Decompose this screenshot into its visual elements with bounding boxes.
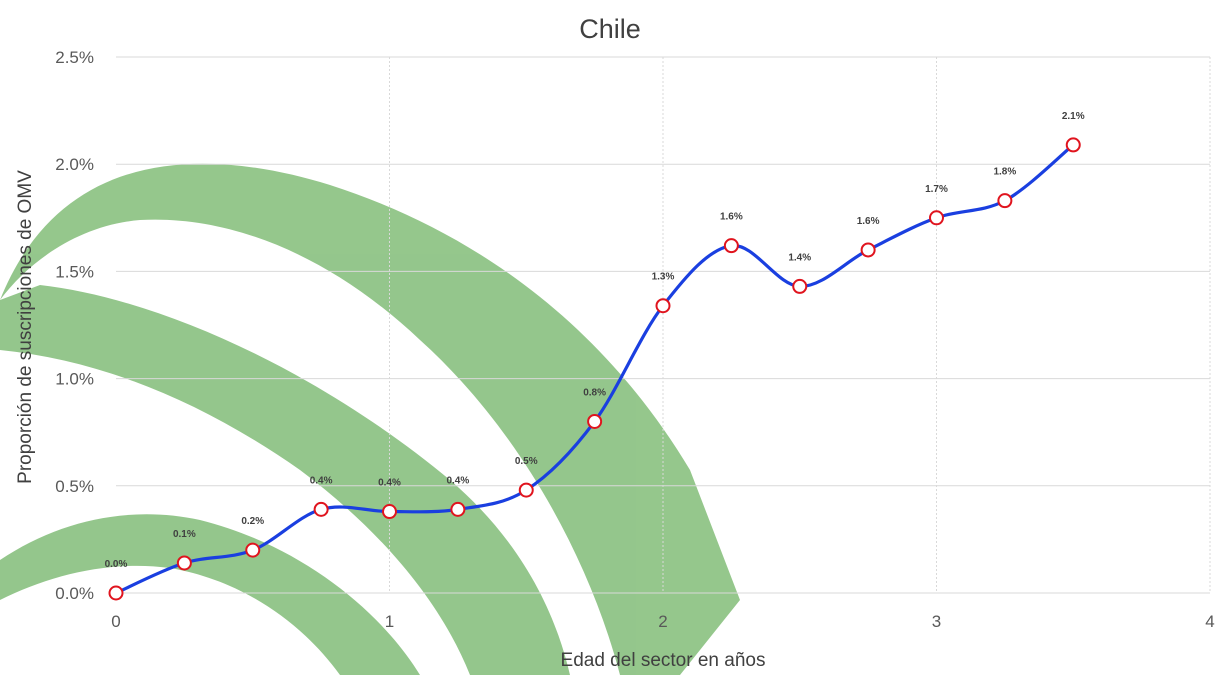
x-tick-label: 2 <box>658 612 667 631</box>
tick-labels: 0.0% 0.5% 1.0% 1.5% 2.0% 2.5% 0 1 2 3 4 <box>55 48 1214 631</box>
gridlines <box>116 56 1211 594</box>
y-tick-label: 1.5% <box>55 262 94 281</box>
data-point <box>1065 137 1081 153</box>
data-label: 2.1% <box>1062 111 1085 122</box>
data-point <box>245 542 261 558</box>
data-label: 1.3% <box>652 272 675 283</box>
x-tick-label: 1 <box>385 612 394 631</box>
series-line <box>115 143 1075 595</box>
data-label: 0.4% <box>310 475 333 486</box>
data-point <box>929 210 944 226</box>
y-tick-label: 2.0% <box>55 155 94 174</box>
y-tick-label: 2.5% <box>55 48 94 67</box>
data-point <box>723 238 739 254</box>
data-label: 0.4% <box>446 475 469 486</box>
watermark-arc-bottom <box>0 514 420 675</box>
x-axis-title: Edad del sector en años <box>561 650 766 671</box>
data-label: 0.5% <box>515 456 538 467</box>
data-label: 0.0% <box>105 559 128 570</box>
x-tick-label: 0 <box>111 612 120 631</box>
data-markers <box>108 137 1081 601</box>
data-label: 1.7% <box>925 184 948 195</box>
x-tick-label: 4 <box>1205 612 1214 631</box>
y-tick-label: 0.5% <box>55 477 94 496</box>
data-point <box>997 193 1013 209</box>
y-axis-title: Proporción de suscripciones de OMV <box>15 170 36 484</box>
data-label: 0.8% <box>583 387 606 398</box>
data-label: 1.6% <box>857 216 880 227</box>
data-label: 1.8% <box>993 167 1016 178</box>
data-label: 1.4% <box>788 252 811 263</box>
chart-title: Chile <box>579 14 641 44</box>
watermark-arc-inner <box>0 285 570 675</box>
data-label: 0.1% <box>173 529 196 540</box>
data-point <box>450 501 466 517</box>
y-tick-label: 1.0% <box>55 370 94 389</box>
data-point <box>108 585 124 601</box>
data-point <box>518 482 534 498</box>
data-point <box>382 504 397 520</box>
data-point <box>655 298 671 314</box>
data-point <box>313 501 329 517</box>
data-label: 0.4% <box>378 478 401 489</box>
data-point <box>587 413 603 429</box>
data-labels: 0.0% 0.1% 0.2% 0.4% 0.4% 0.4% 0.5% 0.8% 1.3% 1.6%… <box>105 111 1085 570</box>
data-label: 0.2% <box>241 516 264 527</box>
y-tick-label: 0.0% <box>55 584 94 603</box>
data-point <box>176 555 192 571</box>
data-point <box>860 242 876 258</box>
x-tick-label: 3 <box>932 612 941 631</box>
data-label: 1.6% <box>720 212 743 223</box>
data-point <box>792 278 808 294</box>
